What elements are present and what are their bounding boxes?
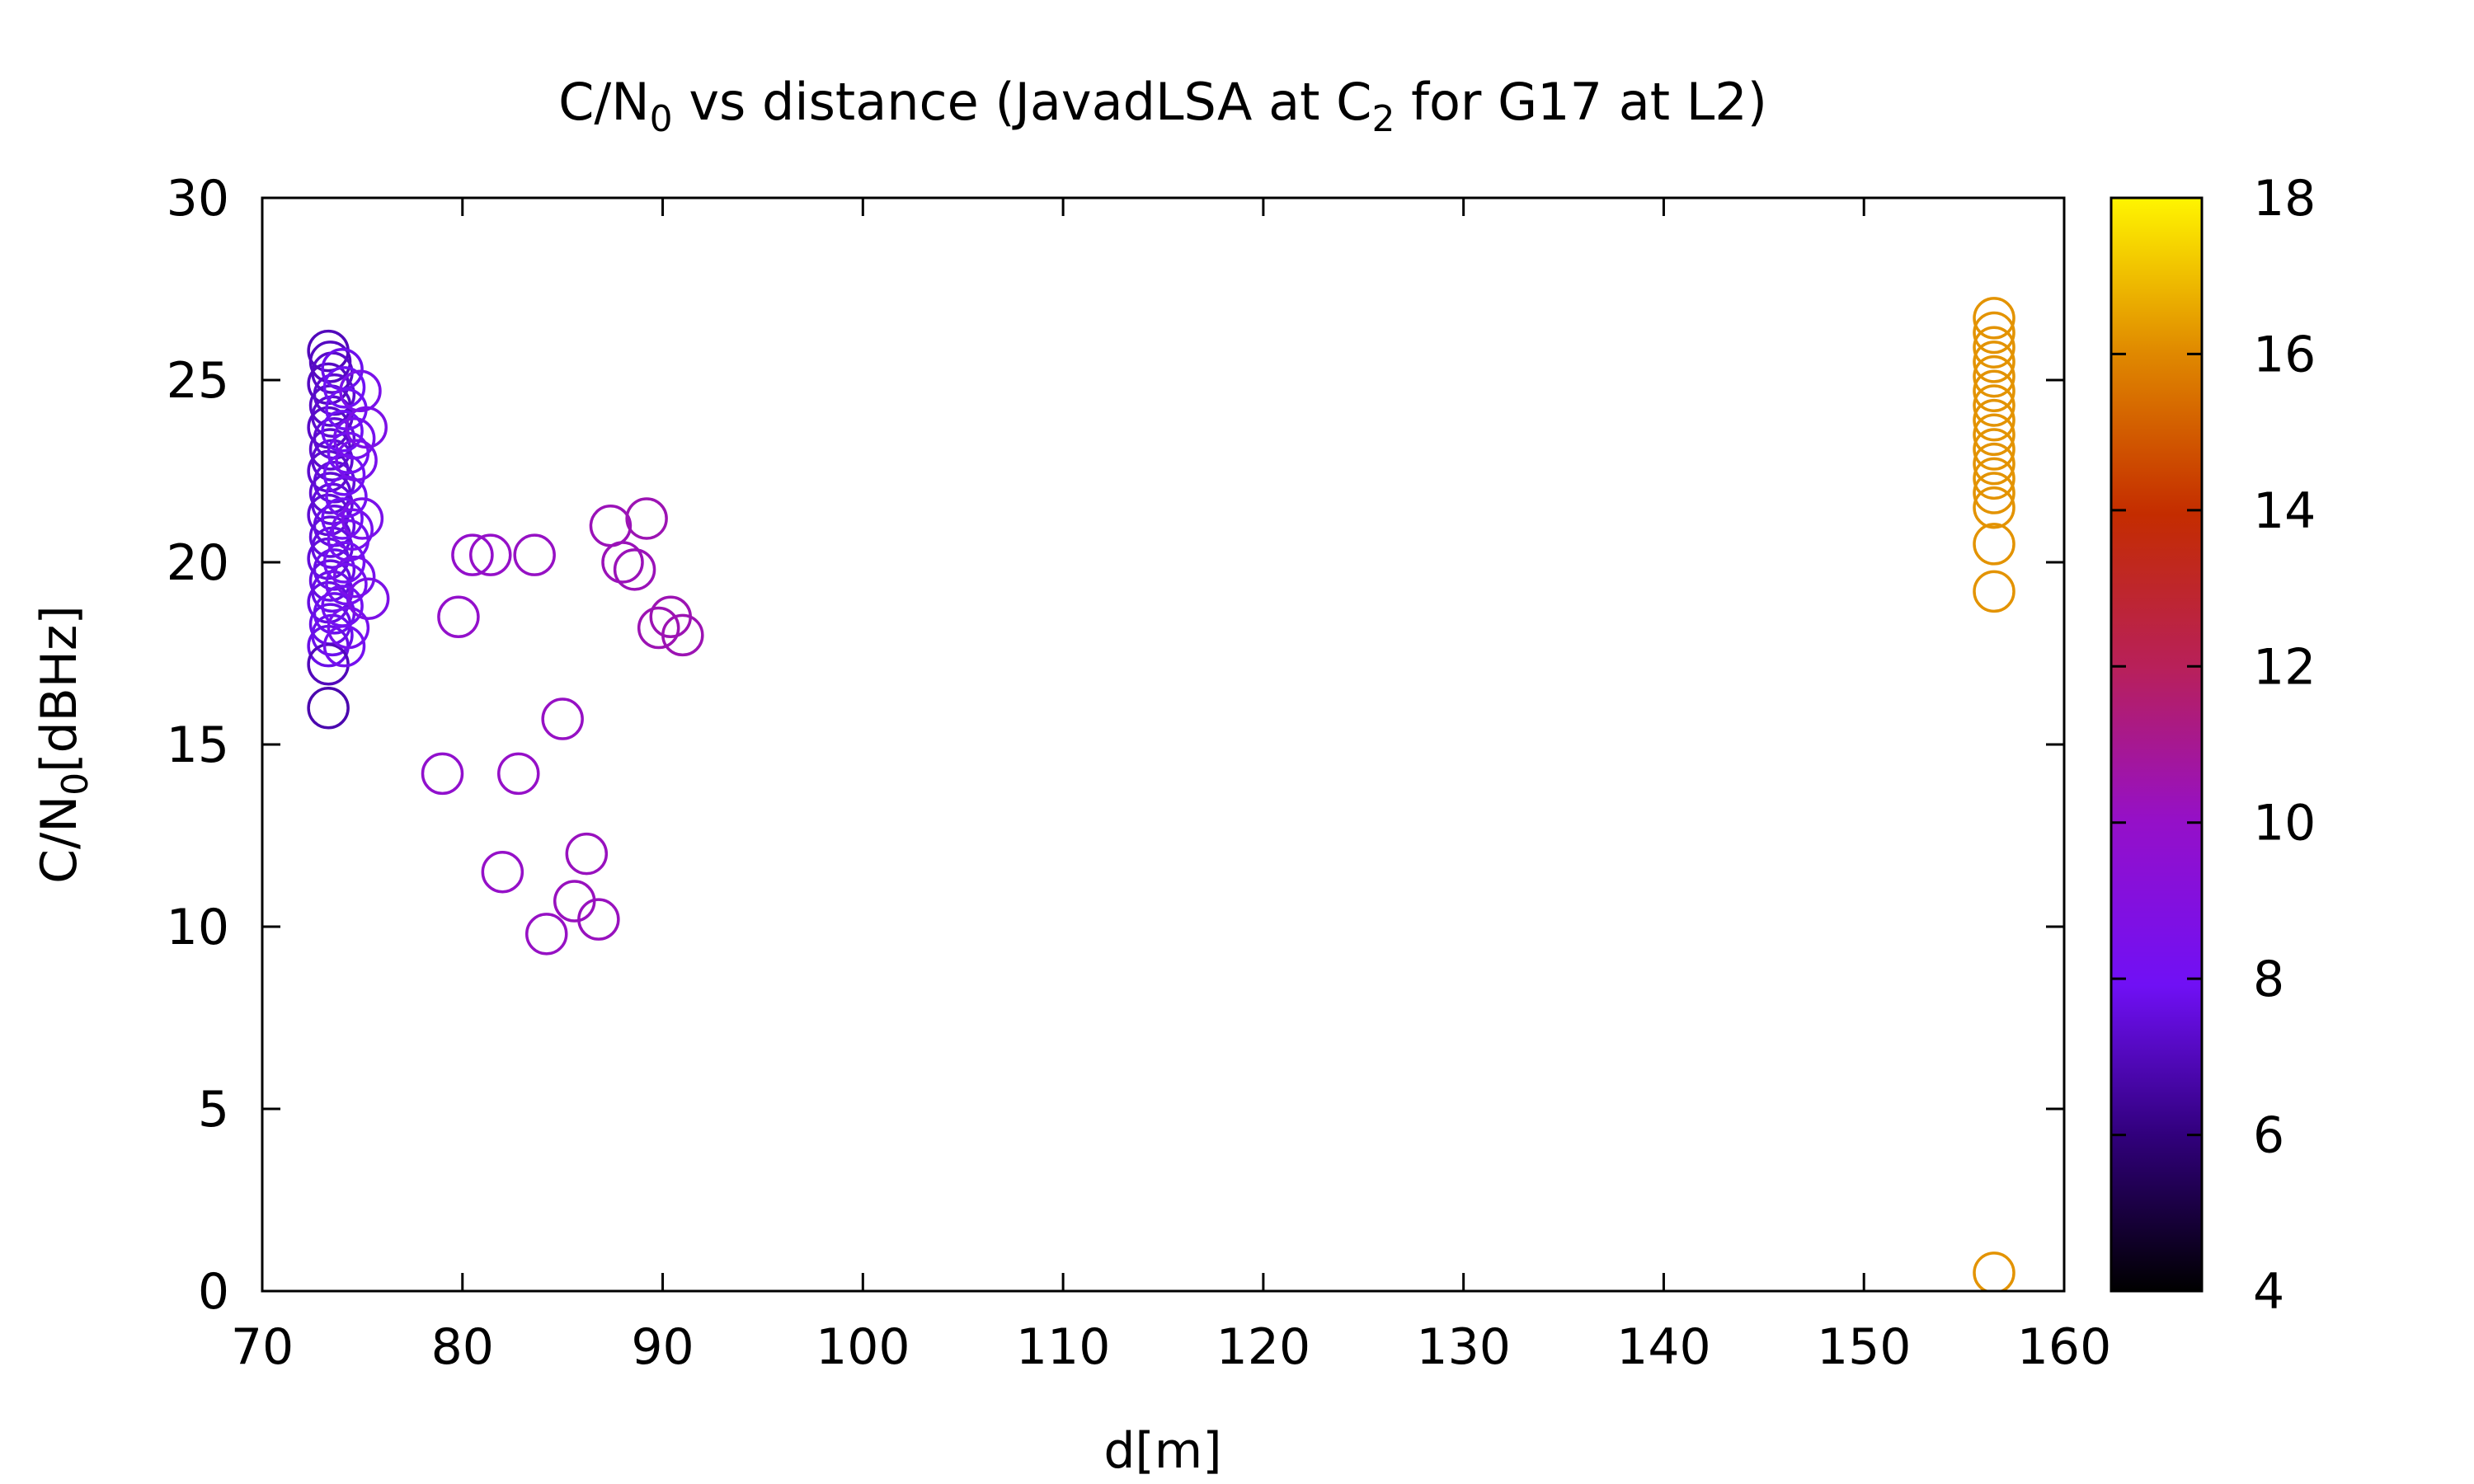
colorbar-tick-label: 18 — [2253, 170, 2316, 228]
data-point — [1973, 355, 2015, 398]
data-point — [541, 697, 584, 740]
data-point — [1973, 311, 2015, 355]
colorbar-tick-label: 12 — [2253, 638, 2316, 696]
data-point — [346, 577, 390, 620]
data-point — [625, 497, 668, 540]
data-point — [613, 548, 656, 591]
data-point — [341, 497, 384, 540]
data-point — [565, 832, 609, 876]
colorbar-tick-label: 6 — [2253, 1107, 2284, 1165]
data-point — [1973, 326, 2015, 369]
data-point — [451, 533, 494, 576]
data-point — [513, 533, 556, 576]
data-point — [322, 366, 366, 409]
data-point — [1973, 442, 2015, 486]
data-point — [589, 505, 633, 547]
data-point — [577, 898, 620, 941]
x-tick-label: 70 — [231, 1318, 294, 1376]
data-point — [332, 555, 376, 599]
y-tick-label: 25 — [167, 352, 229, 410]
data-point — [469, 533, 512, 576]
x-tick-label: 140 — [1616, 1318, 1711, 1376]
data-point — [335, 439, 378, 481]
colorbar — [2109, 196, 2204, 1293]
data-point — [1973, 457, 2015, 500]
data-point — [1973, 523, 2015, 566]
x-tick-label: 100 — [816, 1318, 910, 1376]
x-axis: 70 80 90 100 110 120 130 140 150 160 — [231, 198, 2111, 1376]
x-tick-label: 80 — [431, 1318, 494, 1376]
data-point — [1973, 384, 2015, 427]
y-axis: 0 5 10 15 20 25 30 — [167, 170, 2064, 1321]
data-point — [1973, 428, 2015, 471]
colorbar-tick-label: 16 — [2253, 326, 2316, 383]
data-point — [1973, 472, 2015, 514]
x-tick-label: 160 — [2017, 1318, 2112, 1376]
data-point — [325, 562, 368, 606]
y-tick-label: 30 — [167, 170, 229, 228]
data-point — [497, 752, 540, 796]
data-point — [332, 416, 376, 460]
x-tick-label: 120 — [1216, 1318, 1311, 1376]
y-axis-label: C/N0[dBHz] — [31, 605, 96, 884]
y-tick-label: 15 — [167, 716, 229, 774]
data-point — [1973, 297, 2015, 340]
y-tick-label: 5 — [198, 1081, 229, 1139]
x-tick-label: 110 — [1016, 1318, 1111, 1376]
data-point — [649, 595, 693, 639]
colorbar-tick-label: 14 — [2253, 482, 2316, 540]
x-tick-label: 150 — [1817, 1318, 1912, 1376]
data-point — [1973, 570, 2015, 613]
data-point — [307, 687, 350, 730]
data-point — [1973, 413, 2015, 457]
x-tick-label: 90 — [631, 1318, 694, 1376]
colorbar-tick-label: 10 — [2253, 795, 2316, 852]
colorbar-tick-label: 8 — [2253, 951, 2284, 1008]
data-point — [637, 606, 680, 650]
chart-title: C/N0 vs distance (JavadLSA at C2 for G17… — [558, 72, 1767, 140]
data-point — [322, 541, 366, 584]
y-tick-label: 0 — [198, 1263, 229, 1321]
colorbar-axis: 4 6 8 10 12 14 16 18 — [2111, 170, 2316, 1321]
data-point — [1973, 486, 2015, 529]
y-tick-label: 20 — [167, 534, 229, 592]
data-point — [331, 508, 374, 551]
data-point — [1973, 1252, 2015, 1291]
plot-frame — [261, 196, 2066, 1293]
x-tick-label: 130 — [1416, 1318, 1511, 1376]
data-point — [321, 497, 364, 540]
data-points — [307, 297, 2015, 1291]
data-point — [661, 613, 704, 657]
data-point — [1973, 369, 2015, 413]
data-point — [321, 410, 364, 453]
data-point — [1973, 398, 2015, 442]
data-point — [1973, 340, 2015, 383]
colorbar-tick-label: 4 — [2253, 1263, 2284, 1321]
data-point — [481, 850, 524, 894]
data-point — [327, 606, 370, 650]
data-point — [339, 369, 382, 413]
data-point — [524, 913, 568, 956]
x-axis-label: d[m] — [1103, 1422, 1221, 1480]
data-point — [437, 595, 480, 639]
y-tick-label: 10 — [167, 899, 229, 956]
data-point — [601, 541, 644, 584]
data-point — [345, 406, 388, 449]
data-point — [322, 624, 366, 668]
data-point — [421, 752, 464, 796]
